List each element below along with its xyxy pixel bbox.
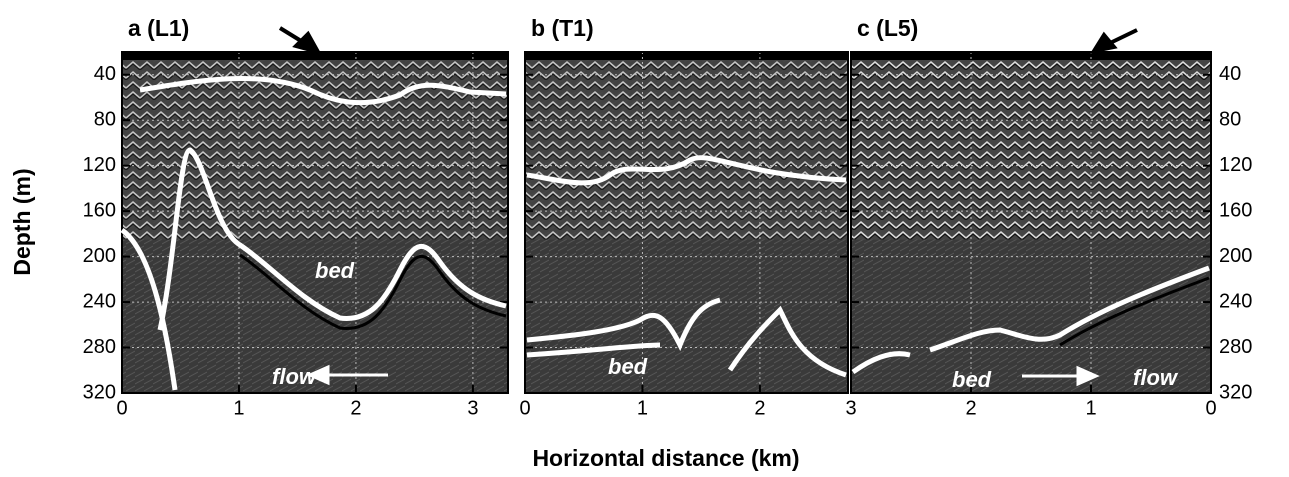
x-tick-label: 2 — [350, 397, 361, 419]
annotation: flow — [1133, 365, 1179, 390]
x-axis-label: Horizontal distance (km) — [532, 445, 799, 471]
reflectors — [120, 75, 1210, 391]
y-tick-label: 200 — [1219, 245, 1252, 267]
surface-band — [525, 52, 848, 60]
x-tick-label: 3 — [467, 397, 478, 419]
radargram-texture — [122, 52, 508, 240]
radargram-texture — [525, 52, 848, 240]
y-tick-label: 80 — [1219, 108, 1241, 130]
y-tick-label: 120 — [1219, 154, 1252, 176]
x-tick-label: 0 — [116, 397, 127, 419]
x-tick-label: 2 — [965, 397, 976, 419]
y-tick-label: 40 — [94, 63, 116, 85]
x-tick-label: 1 — [1085, 397, 1096, 419]
annotation: bed — [608, 354, 648, 379]
y-axis-label: Depth (m) — [9, 168, 35, 275]
flow-arrows — [306, 364, 1100, 387]
x-tick-label: 3 — [845, 397, 856, 419]
surface-band — [851, 52, 1211, 60]
x-tick-label: 1 — [233, 397, 244, 419]
x-tick-label: 0 — [1205, 397, 1216, 419]
x-tick-label: 1 — [637, 397, 648, 419]
annotation: bed — [315, 258, 355, 283]
arrows — [278, 26, 1138, 56]
y-tick-label: 320 — [83, 381, 116, 403]
y-tick-label: 200 — [83, 245, 116, 267]
y-tick-label: 320 — [1219, 381, 1252, 403]
y-tick-label: 240 — [83, 290, 116, 312]
y-tick-label: 120 — [83, 154, 116, 176]
annotation: bed — [952, 367, 992, 392]
x-tick-label: 0 — [519, 397, 530, 419]
y-tick-label: 160 — [1219, 199, 1252, 221]
panel-title: a (L1) — [128, 15, 189, 41]
y-tick-label: 240 — [1219, 290, 1252, 312]
x-tick-label: 2 — [754, 397, 765, 419]
y-tick-label: 40 — [1219, 63, 1241, 85]
panel-title: c (L5) — [857, 15, 918, 41]
panel-frame — [524, 51, 849, 394]
y-tick-label: 280 — [83, 336, 116, 358]
surface-band — [122, 52, 508, 60]
panel-title: b (T1) — [531, 15, 594, 41]
annotation: flow — [272, 364, 318, 389]
y-tick-label: 160 — [83, 199, 116, 221]
radargram-texture — [851, 52, 1211, 240]
panel-frame — [850, 51, 1212, 394]
y-tick-label: 80 — [94, 108, 116, 130]
y-tick-label: 280 — [1219, 336, 1252, 358]
